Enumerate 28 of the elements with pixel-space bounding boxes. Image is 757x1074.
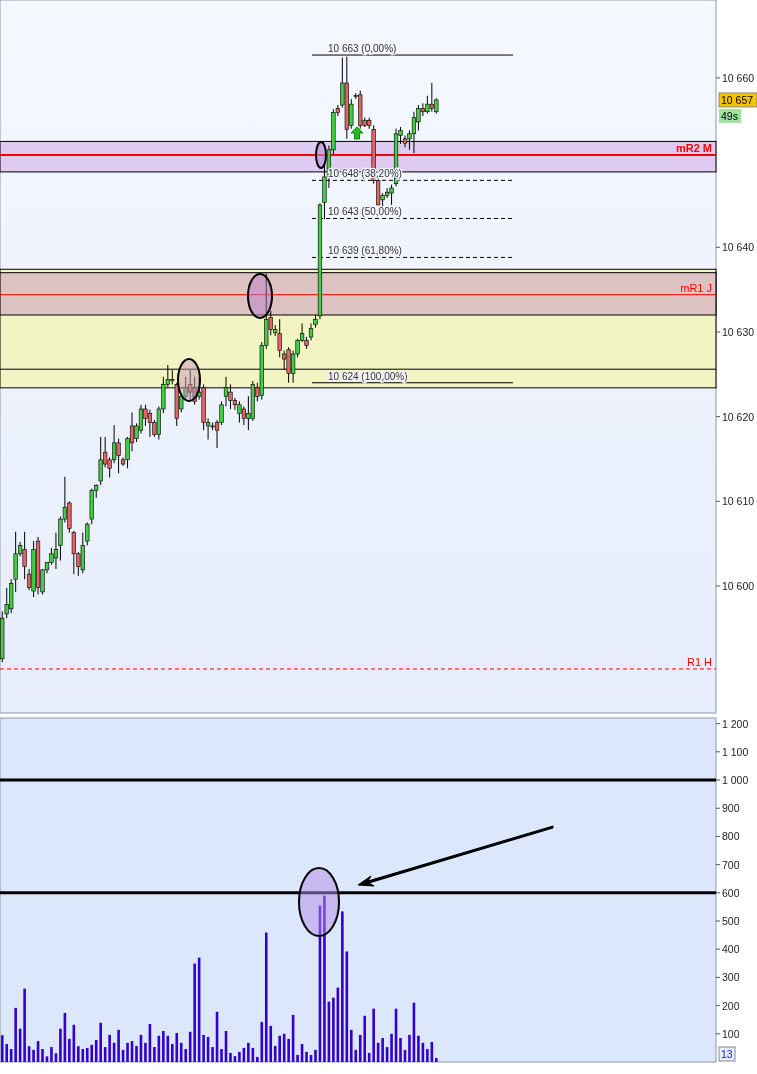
y-tick-label: 10 630 (722, 325, 755, 338)
y-tick-label: 1 000 (722, 774, 749, 787)
y-tick-label: 800 (722, 830, 740, 843)
ref-line-label: 10 663 (0,00%) (328, 43, 397, 55)
ref-line-label: 10 643 (50,00%) (328, 206, 402, 218)
y-tick-label: 10 600 (722, 579, 755, 592)
y-tick-label: 700 (722, 858, 740, 871)
ref-line-label: mR2 M (675, 141, 712, 154)
ref-line-label: 10 624 (100,00%) (328, 370, 408, 382)
y-tick-label: 900 (722, 802, 740, 815)
ref-line-label: R1 H (686, 655, 713, 668)
y-tick-label: 300 (722, 971, 740, 984)
y-tick-label: 400 (722, 943, 740, 956)
text: 49s (721, 109, 738, 122)
y-tick-label: 100 (722, 1027, 740, 1040)
y-tick-label: 600 (722, 886, 740, 899)
ref-line-label: mR1 J (680, 281, 712, 294)
y-tick-label: 10 660 (722, 71, 755, 84)
y-tick-label: 1 100 (722, 745, 749, 758)
text: 13 (721, 1048, 733, 1060)
y-tick-label: 10 620 (722, 410, 755, 423)
annotation: 10 657 (721, 93, 754, 106)
y-tick-label: 1 200 (722, 717, 749, 730)
y-tick-label: 10 610 (722, 495, 755, 508)
ref-line-label: 10 639 (61,80%) (328, 245, 402, 257)
y-tick-label: 500 (722, 915, 740, 928)
y-tick-label: 200 (722, 999, 740, 1012)
y-tick-label: 10 640 (722, 241, 755, 254)
